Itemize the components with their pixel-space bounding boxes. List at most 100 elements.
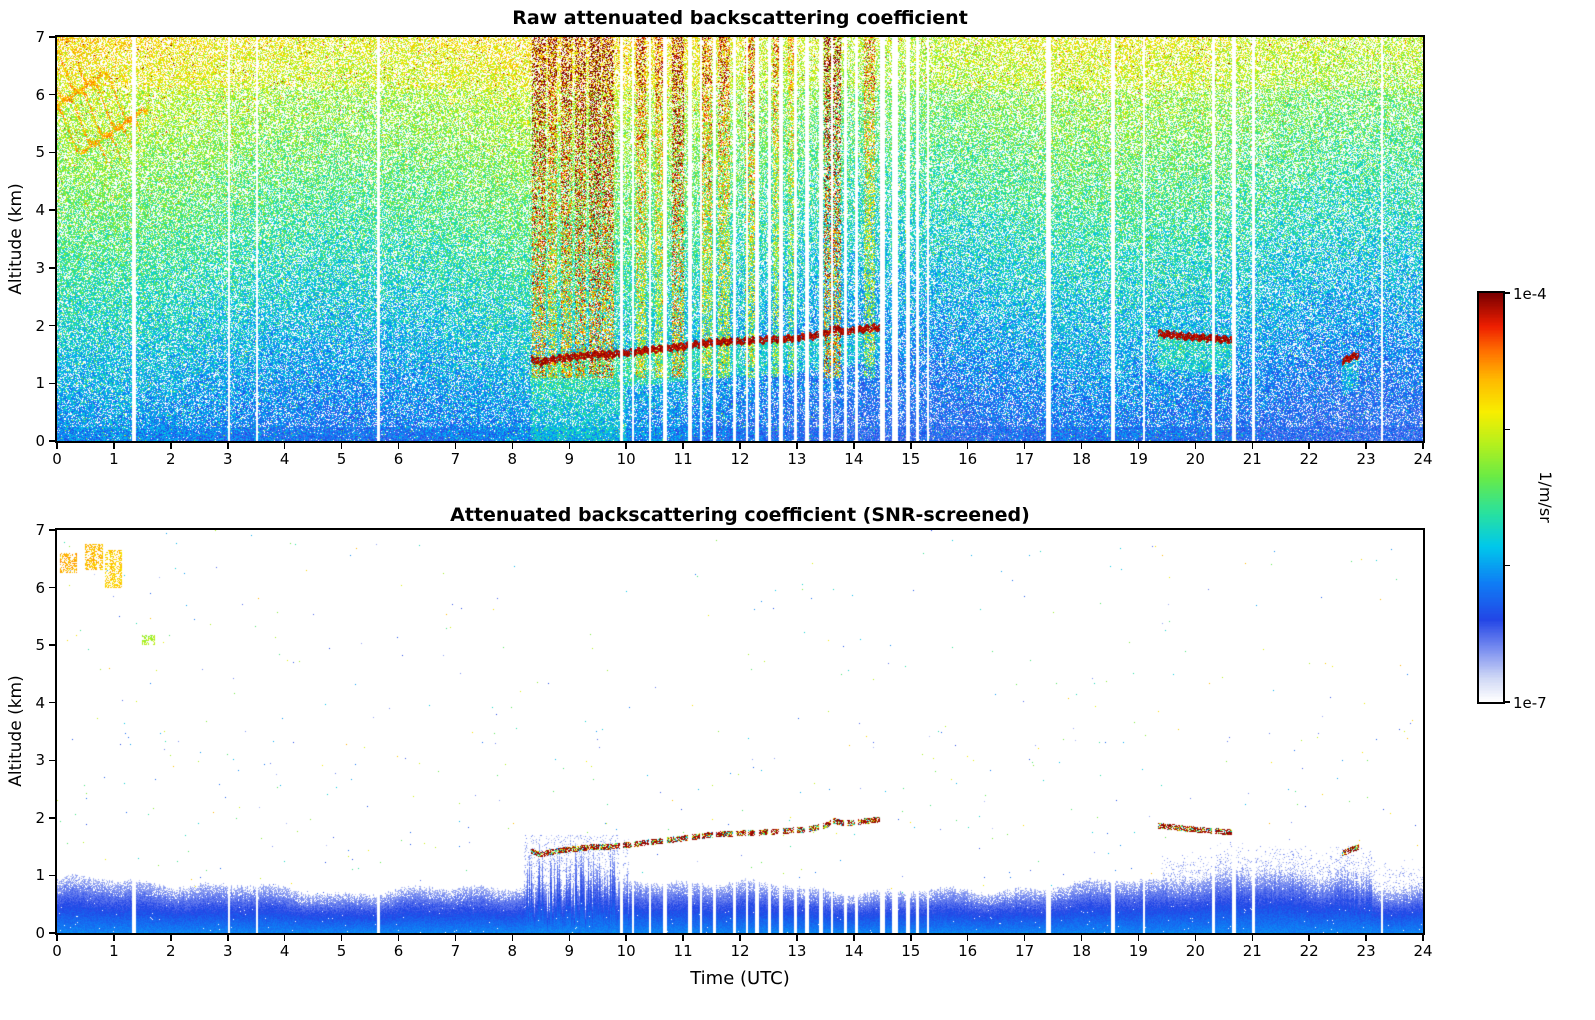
x-tick-label: 3 (222, 450, 233, 468)
y-tick-label: 3 (35, 258, 45, 277)
x-tick (568, 935, 570, 941)
x-tick (1194, 443, 1197, 449)
colorbar (1477, 291, 1505, 704)
x-tick-label: 0 (52, 942, 62, 960)
y-tick-label: 3 (35, 751, 45, 770)
x-tick (113, 443, 115, 449)
x-tick-label: 1 (109, 450, 119, 468)
x-tick (1251, 935, 1253, 941)
y-tick-label: 5 (35, 636, 45, 655)
x-tick-label: 19 (1128, 450, 1148, 468)
y-tick (49, 874, 55, 877)
y-tick (49, 701, 55, 704)
x-tick-label: 12 (730, 942, 750, 960)
x-tick (283, 935, 286, 941)
y-tick-label: 0 (35, 432, 45, 450)
y-tick (49, 932, 55, 934)
x-tick-label: 8 (507, 450, 518, 468)
x-tick-label: 11 (673, 942, 693, 960)
raw-panel-title: Raw attenuated backscattering coefficien… (512, 7, 968, 29)
y-tick-label: 5 (35, 143, 45, 162)
x-tick (853, 935, 855, 941)
x-tick (1422, 443, 1424, 449)
x-tick (568, 443, 570, 449)
x-tick-label: 6 (393, 450, 404, 468)
x-tick-label: 24 (1413, 942, 1433, 960)
x-tick-label: 19 (1128, 942, 1148, 960)
x-tick (1137, 935, 1140, 941)
time-axis-label: Time (UTC) (690, 968, 790, 989)
x-tick-label: 5 (336, 942, 347, 960)
x-tick-label: 15 (901, 450, 921, 468)
x-tick (511, 935, 514, 941)
x-tick (682, 443, 684, 449)
x-tick (966, 935, 969, 941)
x-tick-label: 11 (673, 450, 693, 468)
x-tick (511, 443, 514, 449)
colorbar-tick (1505, 564, 1510, 567)
x-tick-label: 12 (730, 450, 750, 468)
x-tick (454, 443, 457, 449)
x-tick (397, 935, 400, 941)
x-tick (1308, 443, 1310, 449)
colorbar-tick (1505, 428, 1510, 431)
x-tick-label: 22 (1299, 942, 1319, 960)
screened-panel-ylabel: Altitude (km) (6, 675, 26, 787)
y-tick (49, 759, 55, 762)
x-tick-label: 1 (109, 942, 119, 960)
x-tick-label: 10 (616, 450, 636, 468)
x-tick-label: 18 (1071, 450, 1092, 468)
x-tick-label: 17 (1015, 942, 1035, 960)
x-tick (227, 935, 229, 941)
raw-backscatter-heatmap (57, 37, 1423, 441)
x-tick (1023, 935, 1026, 941)
x-tick (625, 935, 627, 941)
x-tick (682, 935, 684, 941)
x-tick (1251, 443, 1253, 449)
x-tick-label: 14 (844, 942, 864, 960)
x-tick-label: 8 (507, 942, 518, 960)
x-tick (910, 443, 912, 449)
x-tick-label: 3 (222, 942, 233, 960)
colorbar-units-label: 1/m/sr (1536, 471, 1555, 523)
x-tick (853, 443, 855, 449)
y-tick (49, 817, 55, 819)
x-tick-label: 24 (1413, 450, 1433, 468)
y-tick-label: 0 (35, 924, 45, 942)
y-tick (49, 267, 55, 269)
x-tick-label: 4 (279, 942, 290, 960)
y-tick (49, 382, 55, 385)
y-tick (49, 586, 55, 589)
x-tick-label: 2 (166, 450, 176, 468)
x-tick-label: 23 (1356, 942, 1376, 960)
x-tick-label: 14 (844, 450, 864, 468)
screened-panel-title: Attenuated backscattering coefficient (S… (450, 504, 1030, 526)
x-tick (1308, 935, 1310, 941)
x-tick (1365, 935, 1367, 941)
y-tick (49, 36, 55, 38)
y-tick (49, 209, 55, 211)
x-tick-label: 23 (1356, 450, 1376, 468)
x-tick-label: 16 (958, 942, 978, 960)
x-tick-label: 16 (958, 450, 978, 468)
x-tick-label: 10 (616, 942, 636, 960)
raw-panel-ylabel: Altitude (km) (6, 183, 26, 295)
screened-backscatter-heatmap (57, 530, 1423, 933)
y-tick-label: 6 (35, 85, 45, 104)
colorbar-max-label: 1e-4 (1513, 285, 1547, 303)
x-tick-label: 9 (564, 450, 575, 468)
y-tick (49, 529, 55, 531)
raw-backscatter-panel (55, 35, 1425, 443)
x-tick (1365, 443, 1367, 449)
x-tick (1080, 935, 1083, 941)
y-tick-label: 2 (35, 808, 45, 827)
x-tick-label: 22 (1299, 450, 1319, 468)
x-tick-label: 21 (1242, 942, 1262, 960)
y-tick-label: 2 (35, 316, 45, 335)
x-tick (283, 443, 286, 449)
y-tick-label: 6 (35, 578, 45, 597)
x-tick (1023, 443, 1026, 449)
x-tick (1137, 443, 1140, 449)
x-tick-label: 13 (787, 450, 807, 468)
